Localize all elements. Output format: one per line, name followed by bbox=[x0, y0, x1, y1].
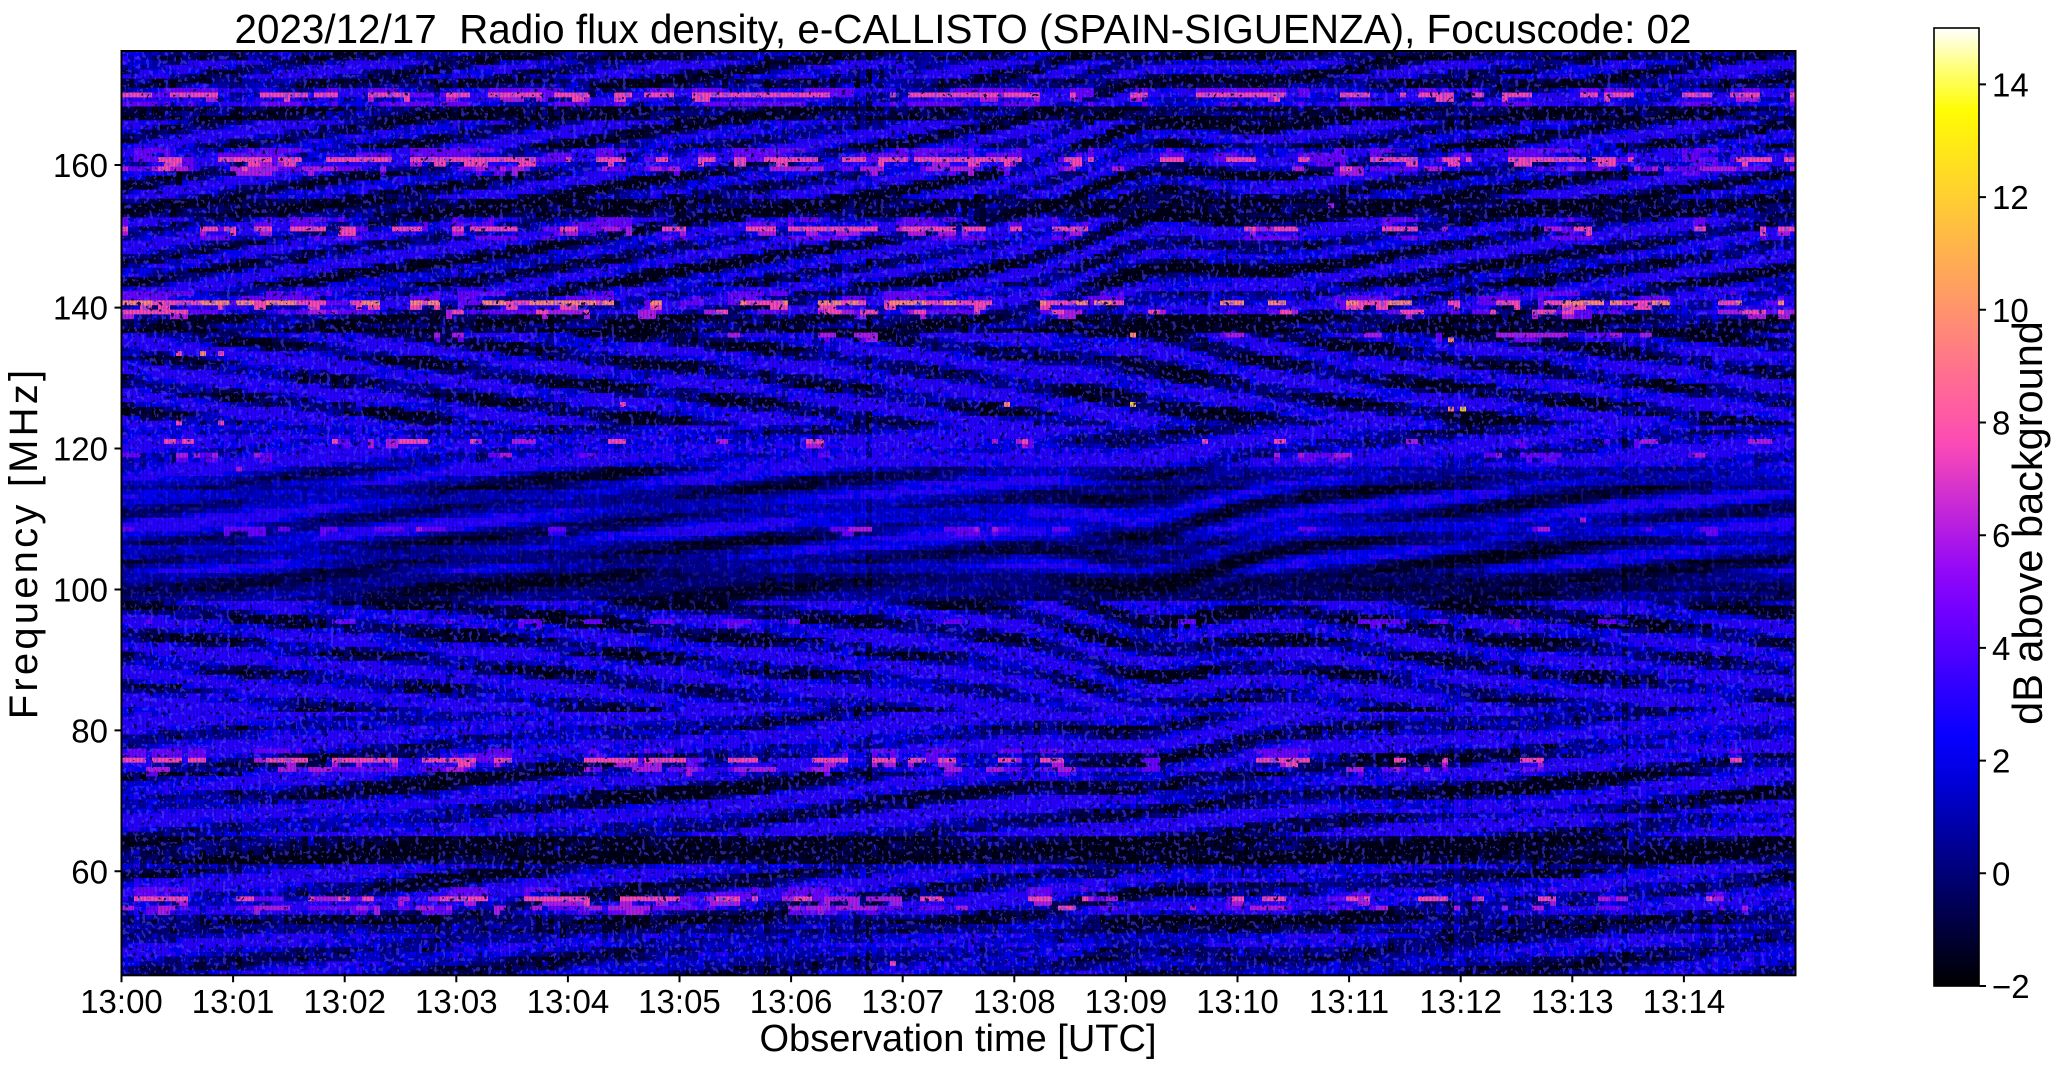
svg-text:13:08: 13:08 bbox=[973, 983, 1056, 1020]
svg-text:2: 2 bbox=[1992, 743, 2010, 780]
svg-text:dB above background: dB above background bbox=[2004, 321, 2051, 725]
svg-text:13:11: 13:11 bbox=[1309, 983, 1389, 1020]
svg-text:8: 8 bbox=[1992, 405, 2010, 442]
svg-text:160: 160 bbox=[53, 147, 108, 184]
svg-text:13:01: 13:01 bbox=[192, 983, 275, 1020]
svg-text:4: 4 bbox=[1992, 630, 2010, 667]
svg-text:60: 60 bbox=[71, 853, 108, 890]
svg-text:13:09: 13:09 bbox=[1085, 983, 1168, 1020]
svg-text:13:03: 13:03 bbox=[415, 983, 498, 1020]
svg-text:Frequency [MHz]: Frequency [MHz] bbox=[2, 367, 46, 720]
svg-text:13:05: 13:05 bbox=[638, 983, 721, 1020]
svg-text:13:06: 13:06 bbox=[750, 983, 833, 1020]
svg-text:13:07: 13:07 bbox=[861, 983, 944, 1020]
svg-text:Observation time [UTC]: Observation time [UTC] bbox=[760, 1018, 1157, 1060]
svg-text:140: 140 bbox=[53, 290, 108, 327]
svg-text:13:14: 13:14 bbox=[1643, 983, 1726, 1020]
svg-text:13:13: 13:13 bbox=[1531, 983, 1614, 1020]
svg-text:12: 12 bbox=[1992, 179, 2029, 216]
svg-text:6: 6 bbox=[1992, 517, 2010, 554]
svg-text:80: 80 bbox=[71, 712, 108, 749]
svg-text:2023/12/17 Radio flux density: 2023/12/17 Radio flux density, e-CALLIST… bbox=[235, 6, 1692, 52]
svg-text:13:00: 13:00 bbox=[80, 983, 163, 1020]
svg-text:−2: −2 bbox=[1992, 968, 2030, 1005]
svg-text:100: 100 bbox=[53, 572, 108, 609]
svg-text:120: 120 bbox=[53, 431, 108, 468]
svg-text:13:04: 13:04 bbox=[527, 983, 610, 1020]
svg-text:13:12: 13:12 bbox=[1419, 983, 1502, 1020]
svg-text:14: 14 bbox=[1992, 66, 2029, 103]
svg-text:0: 0 bbox=[1992, 855, 2010, 892]
svg-text:13:02: 13:02 bbox=[303, 983, 386, 1020]
svg-text:10: 10 bbox=[1992, 292, 2029, 329]
svg-text:13:10: 13:10 bbox=[1196, 983, 1279, 1020]
